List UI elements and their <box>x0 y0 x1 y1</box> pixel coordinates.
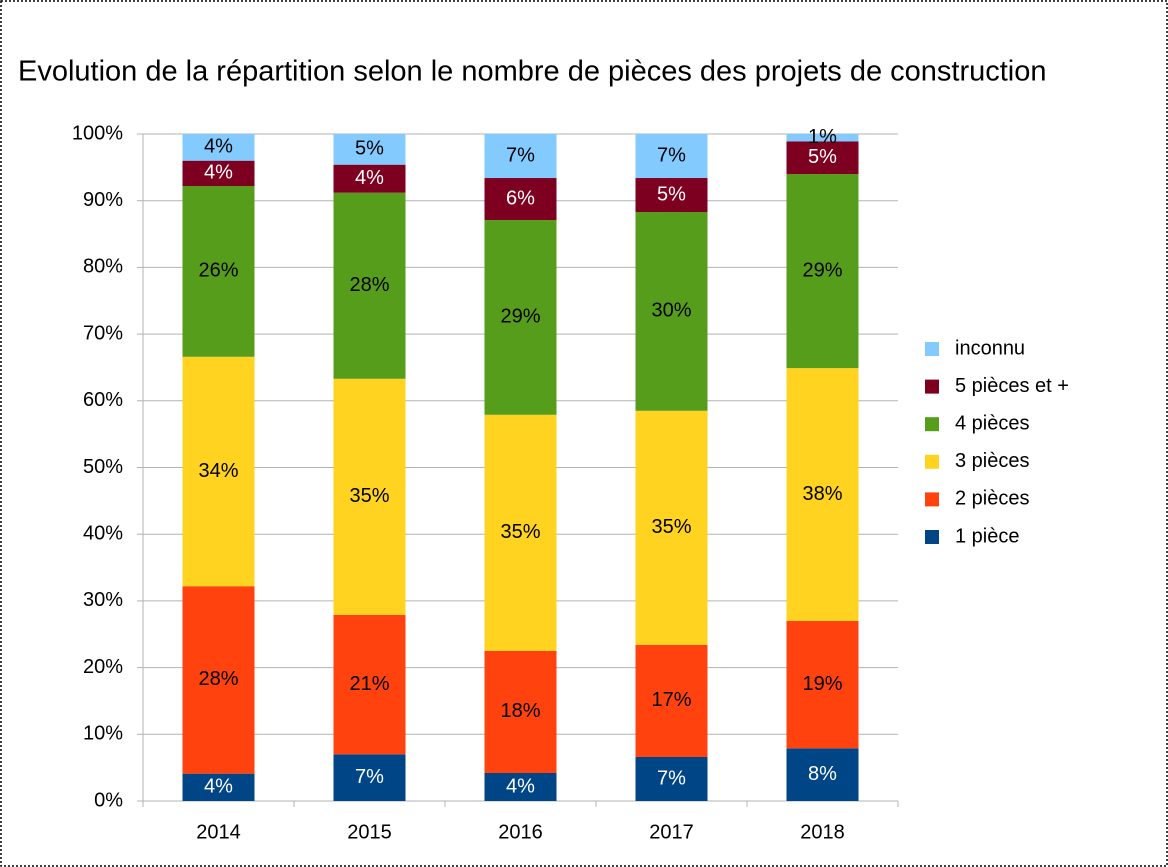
data-label: 4% <box>506 775 535 797</box>
bar-segment <box>182 356 255 587</box>
y-tick-label: 10% <box>83 723 123 745</box>
chart-title: Evolution de la répartition selon le nom… <box>18 56 1047 88</box>
bar-segment <box>182 773 255 801</box>
data-label: 35% <box>651 516 691 538</box>
legend-swatch <box>925 530 939 544</box>
legend-label: 2 pièces <box>955 488 1030 510</box>
bar-segment <box>635 178 708 213</box>
bar-segment <box>786 141 859 175</box>
bar-segment <box>333 614 406 755</box>
bar-segment <box>333 754 406 801</box>
data-label: 29% <box>802 259 842 281</box>
bar-segment <box>786 174 859 369</box>
data-label: 17% <box>651 689 691 711</box>
bar-segment <box>484 134 557 179</box>
x-tick-label: 2017 <box>649 821 694 843</box>
data-label: 1% <box>808 126 837 148</box>
bar-segment <box>182 134 255 161</box>
bar-segment <box>484 414 557 651</box>
data-label: 4% <box>204 776 233 798</box>
data-label: 7% <box>657 767 686 789</box>
bar-segment <box>333 192 406 379</box>
bar-segment <box>484 772 557 801</box>
data-label: 7% <box>506 144 535 166</box>
legend-swatch <box>925 454 939 469</box>
y-tick-label: 90% <box>83 189 123 211</box>
y-tick-label: 30% <box>83 589 123 611</box>
bar-segment <box>635 644 708 757</box>
x-tick-label: 2018 <box>800 821 845 843</box>
data-label: 4% <box>204 162 233 184</box>
legend-label: inconnu <box>955 337 1025 359</box>
data-label: 5% <box>808 146 837 168</box>
y-tick-label: 70% <box>83 322 123 344</box>
bar-segment <box>635 756 708 801</box>
data-label: 21% <box>349 673 389 695</box>
legend-label: 4 pièces <box>955 412 1030 434</box>
legend-label: 5 pièces et + <box>955 375 1069 397</box>
data-label: 7% <box>657 144 686 166</box>
legend-label: 1 pièce <box>955 525 1020 547</box>
bar-segment <box>182 186 255 357</box>
data-label: 28% <box>198 668 238 690</box>
bar-segment <box>635 134 708 179</box>
data-label: 5% <box>355 138 384 160</box>
data-label: 35% <box>500 521 540 543</box>
y-tick-label: 20% <box>83 656 123 678</box>
bar-segment <box>333 164 406 193</box>
data-label: 30% <box>651 300 691 322</box>
y-tick-label: 60% <box>83 389 123 411</box>
bar-segment <box>484 220 557 415</box>
legend-swatch <box>925 379 939 394</box>
bar-segment <box>182 586 255 774</box>
data-label: 7% <box>355 766 384 788</box>
bar-segment <box>786 368 859 621</box>
x-tick-label: 2015 <box>347 821 392 843</box>
bar-segment <box>786 748 859 801</box>
bar-segment <box>635 212 708 411</box>
y-tick-label: 40% <box>83 522 123 544</box>
legend-swatch <box>925 417 939 432</box>
data-label: 6% <box>506 187 535 209</box>
bar-segment <box>484 178 557 221</box>
y-tick-label: 0% <box>94 789 123 811</box>
data-label: 18% <box>500 700 540 722</box>
data-label: 19% <box>802 673 842 695</box>
x-tick-label: 2014 <box>196 821 241 843</box>
data-label: 38% <box>802 483 842 505</box>
bar-segment <box>333 378 406 615</box>
data-label: 5% <box>657 183 686 205</box>
bar-segment <box>786 134 859 142</box>
x-tick-label: 2016 <box>498 821 543 843</box>
legend-swatch <box>925 342 939 356</box>
data-label: 29% <box>500 306 540 328</box>
bar-segment <box>635 410 708 645</box>
bar-segment <box>786 620 859 749</box>
legend-swatch <box>925 492 939 507</box>
bar-segment <box>484 650 557 773</box>
y-tick-label: 100% <box>72 122 123 144</box>
data-label: 28% <box>349 274 389 296</box>
bar-segment <box>333 134 406 165</box>
data-label: 4% <box>204 136 233 158</box>
data-label: 8% <box>808 763 837 785</box>
y-tick-label: 80% <box>83 256 123 278</box>
y-tick-label: 50% <box>83 456 123 478</box>
data-label: 26% <box>198 260 238 282</box>
legend-label: 3 pièces <box>955 450 1030 472</box>
data-label: 35% <box>349 485 389 507</box>
data-label: 34% <box>198 460 238 482</box>
data-label: 4% <box>355 167 384 189</box>
bar-segment <box>182 160 255 187</box>
